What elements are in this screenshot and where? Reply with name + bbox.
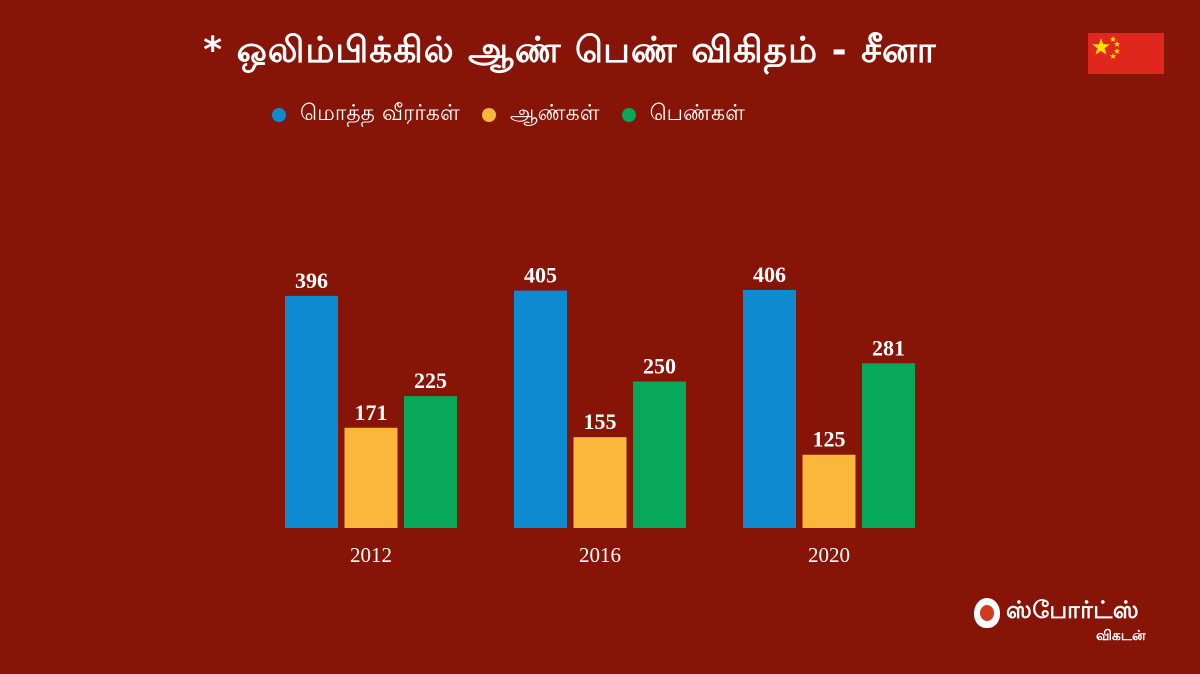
legend-label-total: மொத்த வீரர்கள் <box>300 101 460 126</box>
bar-women-2012 <box>404 396 457 528</box>
legend-dot-total <box>272 108 286 122</box>
data-label-total-2012: 396 <box>295 268 328 293</box>
legend-dot-women <box>621 108 636 122</box>
vikatan-emblem-icon <box>974 598 1000 628</box>
logo-main-text: ஸ்போர்ட்ஸ் <box>1006 596 1140 624</box>
data-label-women-2020: 281 <box>872 335 905 360</box>
bar-women-2020 <box>862 363 915 528</box>
data-label-women-2016: 250 <box>643 353 676 378</box>
legend-item-men: ஆண்கள் <box>481 101 600 129</box>
legend: மொத்த வீரர்கள் ஆண்கள் பெண்கள் <box>272 100 767 130</box>
data-label-total-2020: 406 <box>753 262 786 287</box>
sports-vikatan-logo: ஸ்போர்ட்ஸ் விகடன் <box>974 596 1174 654</box>
data-label-total-2016: 405 <box>524 263 557 288</box>
bar-men-2016 <box>573 437 627 528</box>
x-tick-label-2012: 2012 <box>350 543 392 567</box>
legend-dot-men <box>481 108 496 122</box>
legend-label-women: பெண்கள் <box>649 101 745 126</box>
flag-stars <box>1092 36 1121 59</box>
x-tick-label-2020: 2020 <box>808 543 850 567</box>
chart-title: * ஒலிம்பிக்கில் ஆண் பெண் விகிதம் - சீனா <box>203 30 937 71</box>
data-label-women-2012: 225 <box>414 368 447 393</box>
data-label-men-2016: 155 <box>584 409 617 434</box>
data-label-men-2012: 171 <box>355 400 388 425</box>
legend-item-total: மொத்த வீரர்கள் <box>272 101 460 129</box>
bar-men-2020 <box>802 454 856 528</box>
bar-total-2016 <box>514 290 567 528</box>
bar-total-2020 <box>743 290 796 528</box>
bar-women-2016 <box>633 381 686 528</box>
bar-total-2012 <box>285 295 338 528</box>
logo-sub-text: விகடன் <box>1096 628 1146 644</box>
legend-label-men: ஆண்கள் <box>509 101 600 126</box>
china-flag <box>1088 33 1164 74</box>
x-tick-label-2016: 2016 <box>579 543 621 567</box>
bar-men-2012 <box>344 427 398 528</box>
data-label-men-2020: 125 <box>813 427 846 452</box>
legend-item-women: பெண்கள் <box>621 101 745 129</box>
